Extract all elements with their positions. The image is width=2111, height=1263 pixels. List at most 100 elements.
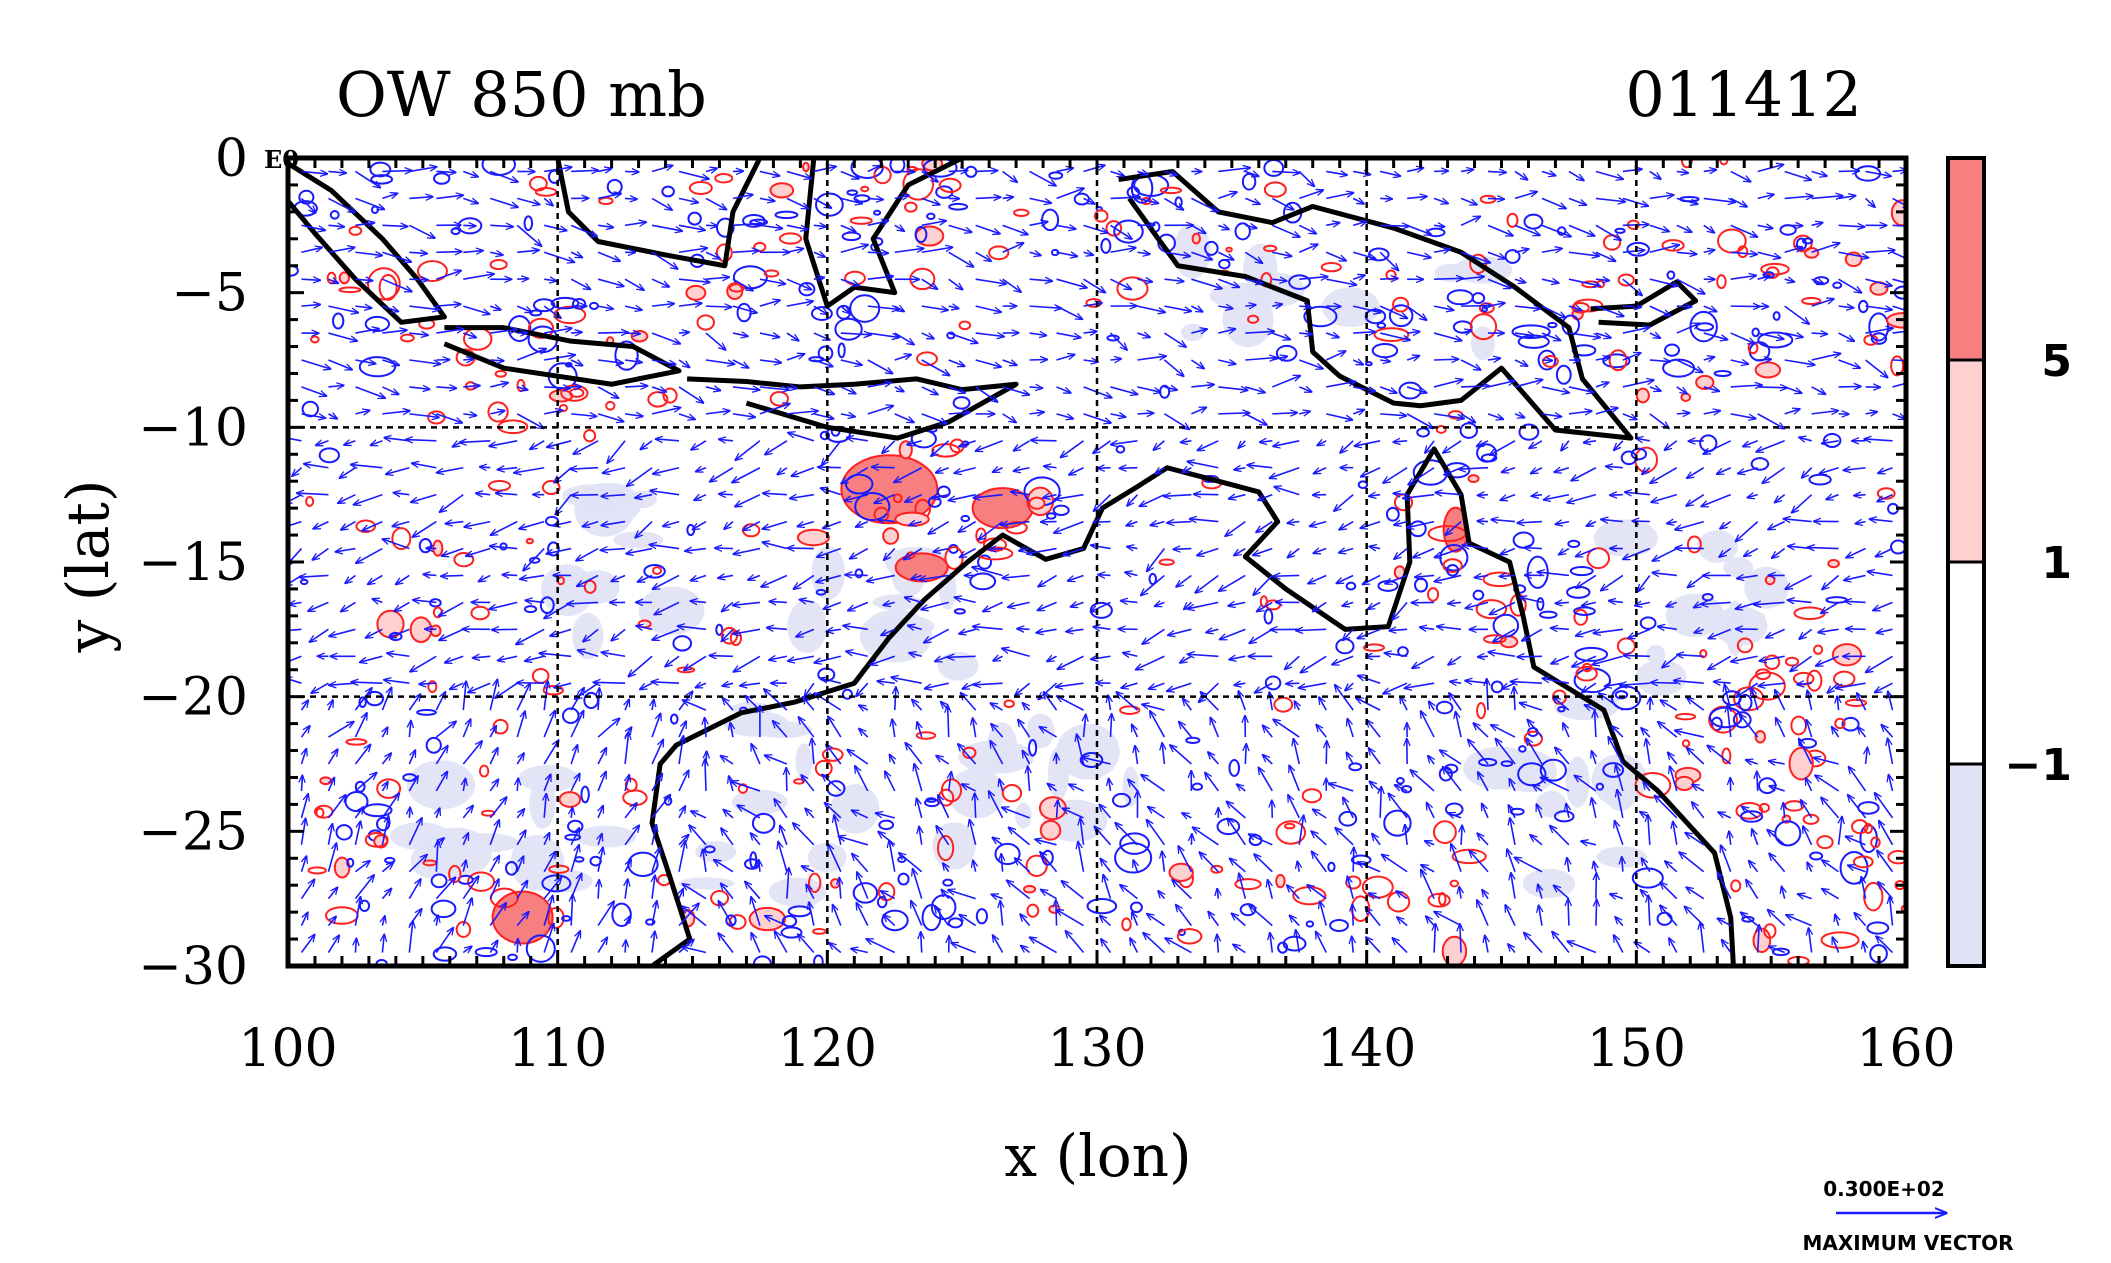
positive-contour <box>728 283 745 293</box>
wind-vector <box>1380 278 1398 279</box>
y-tick-label: −15 <box>138 533 248 593</box>
positive-contour <box>902 168 935 201</box>
negative-contour <box>354 780 366 793</box>
negative-contour <box>798 281 816 297</box>
negative-contour <box>1751 327 1760 338</box>
positive-contour <box>1263 244 1278 253</box>
vorticity-field <box>288 142 1906 966</box>
positive-contour <box>1210 864 1224 874</box>
y-tick-label: 0 <box>215 129 248 189</box>
negative-contour <box>388 142 397 148</box>
wind-vector <box>1173 549 1192 550</box>
wind-vector <box>1846 629 1866 630</box>
negative-contour <box>1602 762 1625 778</box>
positive-contour <box>1813 644 1824 655</box>
negative-contour <box>346 857 355 868</box>
positive-contour <box>1890 355 1905 377</box>
negative-contour <box>645 918 656 926</box>
positive-contour <box>1168 862 1194 882</box>
negative-contour <box>1614 690 1629 700</box>
positive-contour <box>422 859 438 867</box>
negative-contour <box>329 210 340 220</box>
wind-vector <box>1477 521 1489 522</box>
wind-vector <box>1031 440 1057 441</box>
negative-contour <box>815 192 844 217</box>
negative-contour <box>564 362 573 368</box>
negative-contour <box>1446 564 1460 577</box>
negative-shading <box>754 721 813 739</box>
positive-contour <box>1475 599 1508 620</box>
negative-contour <box>365 690 385 707</box>
wind-vector <box>593 682 626 683</box>
negative-contour <box>1388 304 1414 328</box>
positive-contour <box>904 201 918 213</box>
negative-contour <box>926 212 936 221</box>
wind-vector <box>1273 575 1300 576</box>
positive-contour <box>1674 712 1697 721</box>
wind-vector <box>1517 656 1542 657</box>
negative-contour <box>936 485 951 499</box>
positive-contour <box>849 216 873 225</box>
negative-shading <box>1697 530 1738 563</box>
wind-vector <box>1757 359 1772 360</box>
positive-contour <box>527 317 555 339</box>
wind-vector <box>1596 899 1597 926</box>
positive-contour <box>1001 784 1023 803</box>
wind-vector <box>301 279 320 280</box>
wind-vector <box>1676 413 1690 414</box>
wind-vector <box>948 170 968 171</box>
positive-contour <box>1116 276 1149 301</box>
negative-contour <box>751 812 776 834</box>
positive-contour <box>769 182 795 199</box>
wind-vector <box>517 778 518 792</box>
positive-contour <box>1635 387 1650 404</box>
negative-contour <box>834 317 863 341</box>
positive-contour <box>1661 239 1685 252</box>
negative-shading <box>578 482 642 526</box>
wind-vector <box>1380 787 1381 818</box>
wind-vector <box>1650 697 1651 711</box>
negative-contour <box>1518 745 1527 753</box>
positive-contour <box>1801 296 1822 306</box>
negative-contour <box>1801 237 1814 245</box>
negative-contour <box>1348 762 1363 772</box>
negative-contour <box>815 588 827 596</box>
wind-vector <box>1676 306 1692 307</box>
colorbar-swatch <box>1948 562 1984 764</box>
positive-contour <box>583 579 597 594</box>
positive-contour <box>1283 822 1296 830</box>
positive-contour <box>1754 361 1782 379</box>
negative-contour <box>358 899 371 912</box>
positive-contour <box>1748 671 1786 701</box>
y-tick-label: −10 <box>138 398 248 458</box>
wind-vector <box>1568 899 1569 926</box>
negative-contour <box>1048 171 1064 180</box>
negative-contour <box>1567 539 1581 548</box>
negative-contour <box>1383 809 1412 837</box>
negative-shading <box>1723 557 1754 578</box>
wind-vector <box>1434 278 1463 279</box>
negative-contour <box>1664 343 1681 357</box>
wind-vector <box>989 549 1003 550</box>
negative-contour <box>1492 613 1520 638</box>
negative-contour <box>781 914 798 928</box>
wind-vector <box>1838 171 1860 172</box>
positive-contour <box>1763 923 1777 939</box>
x-tick-labels: 100 110 120 130 140 150 160 <box>238 1019 1955 1079</box>
wind-vector <box>1811 333 1828 334</box>
positive-contour <box>936 835 955 862</box>
negative-contour <box>614 340 639 371</box>
positive-contour <box>1039 819 1062 841</box>
positive-contour <box>1581 662 1593 673</box>
wind-vector <box>975 171 998 172</box>
positive-contour <box>1476 702 1487 720</box>
positive-contour <box>1392 296 1410 313</box>
negative-contour <box>1614 227 1626 234</box>
negative-shading <box>1646 644 1666 665</box>
positive-contour <box>1191 232 1201 245</box>
wind-vector <box>1514 687 1515 711</box>
positive-contour <box>1427 892 1451 908</box>
negative-shading <box>1056 723 1120 780</box>
negative-contour <box>335 824 353 841</box>
wind-vector <box>355 938 356 953</box>
